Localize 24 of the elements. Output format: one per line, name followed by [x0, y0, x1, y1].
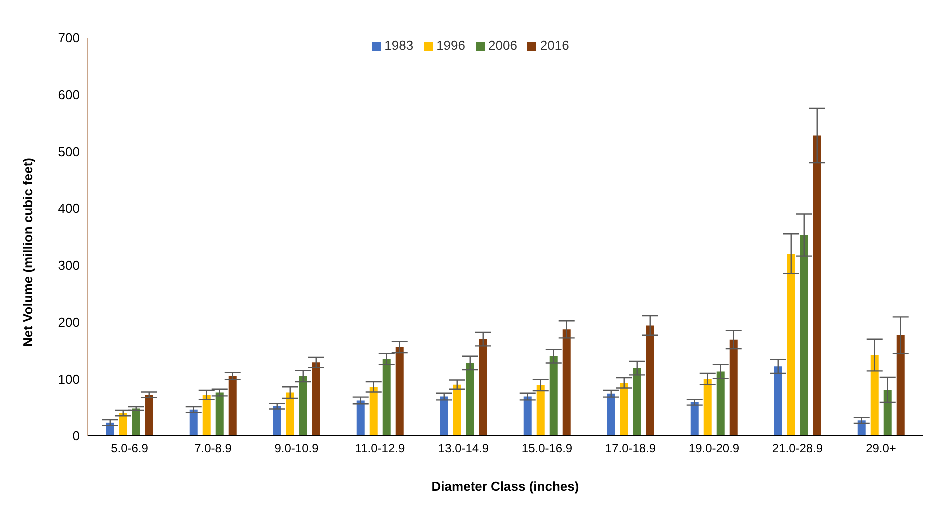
y-tick-label: 700 [58, 30, 80, 46]
legend-label: 2016 [540, 38, 570, 53]
x-tick-label: 13.0-14.9 [438, 442, 490, 456]
x-tick-label: 15.0-16.9 [522, 442, 573, 456]
y-tick-label: 600 [58, 87, 80, 102]
y-tick-label: 0 [72, 428, 80, 444]
x-tick-label: 17.0-18.9 [605, 442, 656, 456]
y-axis-title: Net Volume (million cubic feet) [20, 158, 36, 347]
legend-label: 1996 [436, 38, 466, 53]
x-tick-label: 5.0-6.9 [111, 442, 149, 456]
x-tick-label: 7.0-8.9 [194, 442, 232, 456]
x-tick-label: 11.0-12.9 [355, 442, 406, 456]
legend-label: 1983 [384, 38, 414, 53]
x-tick-label: 21.0-28.9 [772, 442, 824, 456]
y-tick-label: 300 [58, 258, 80, 274]
x-tick-label: 19.0-20.9 [688, 442, 740, 456]
y-tick-label: 100 [58, 372, 80, 387]
legend-label: 2006 [488, 38, 518, 53]
y-tick-label: 200 [58, 314, 80, 330]
x-tick-label: 29.0+ [866, 442, 896, 456]
y-tick-label: 500 [58, 144, 80, 160]
x-axis-title: Diameter Class (inches) [432, 479, 580, 494]
y-tick-label: 400 [58, 201, 80, 216]
x-tick-label: 9.0-10.9 [274, 442, 320, 456]
